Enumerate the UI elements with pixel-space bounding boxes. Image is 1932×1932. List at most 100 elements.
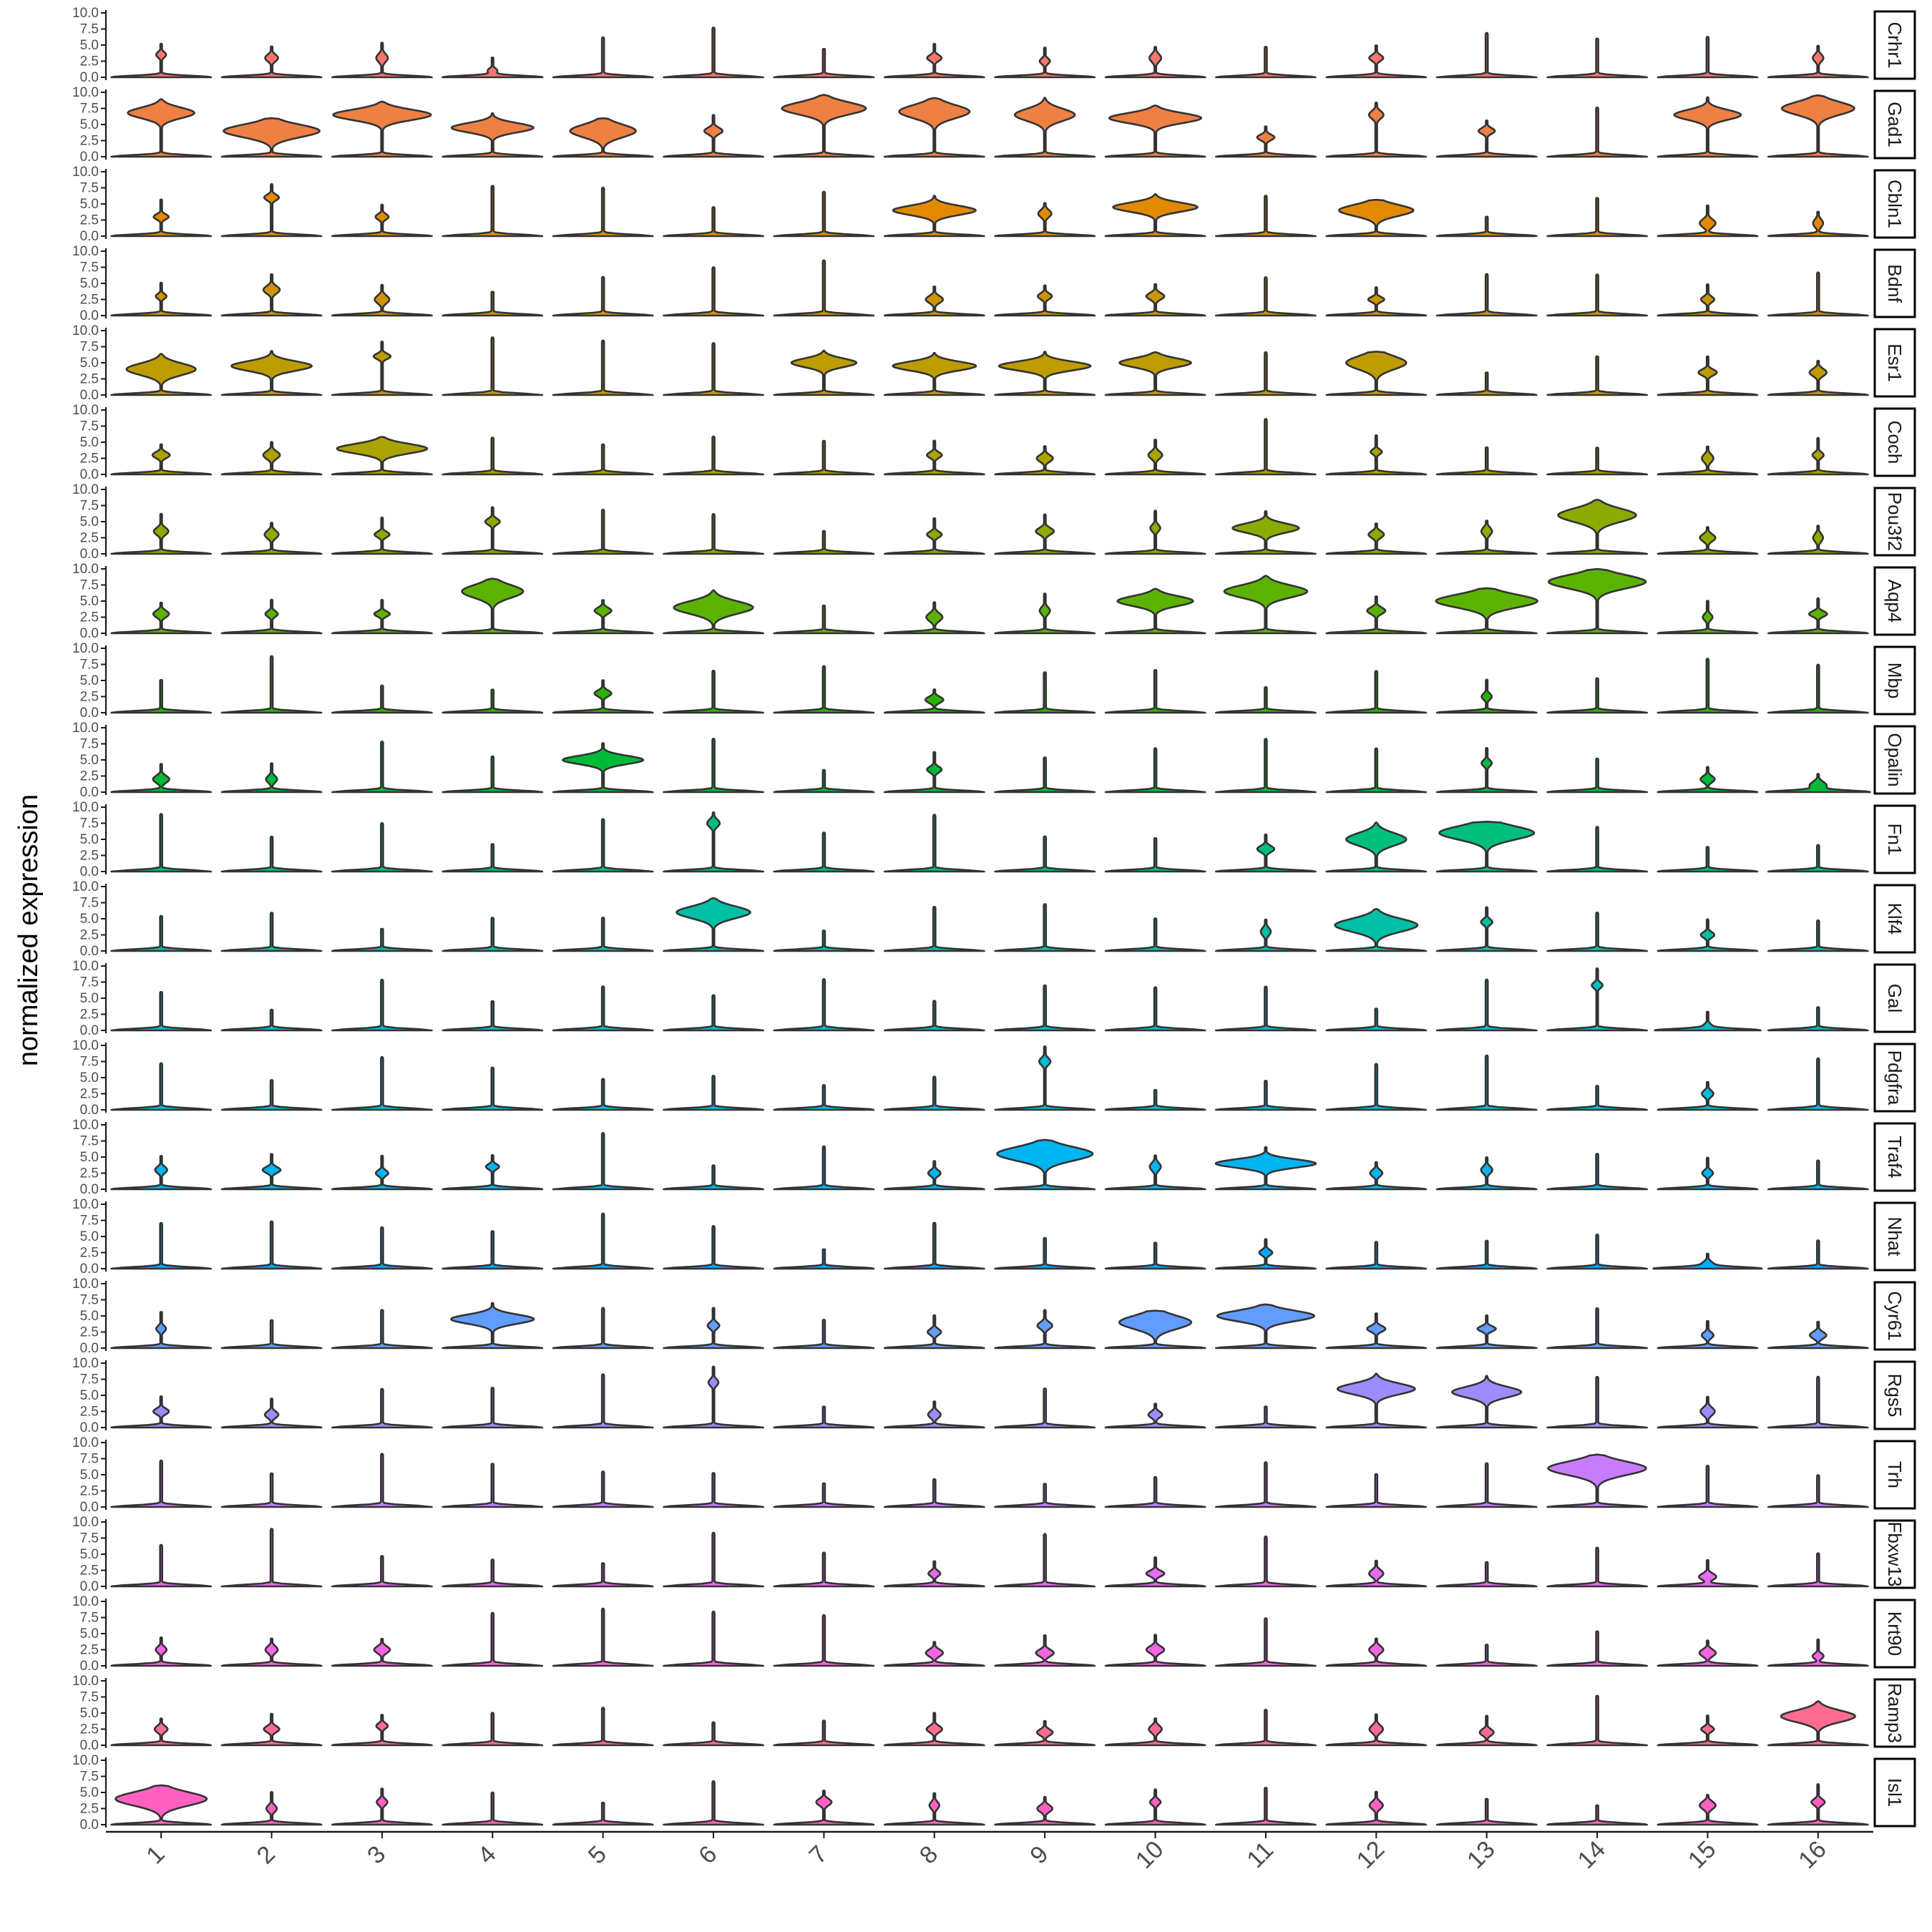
y-tick-label: 10.0 [72,244,99,259]
violin-shape [883,1160,985,1191]
violin-fbxw13-10 [1104,1556,1206,1588]
violin-shape [1215,46,1317,79]
violin-fn1-1 [110,813,213,873]
violin-cyr61-9 [994,1309,1096,1350]
violin-bdnf-3 [331,283,433,317]
violin-isl1-6 [663,1780,764,1826]
y-tick-label: 0.0 [80,944,99,959]
violin-shape [1435,978,1538,1032]
y-tick-label: 5.0 [80,594,99,609]
y-tick-label: 10.0 [72,1197,99,1212]
violin-gad1-15 [1657,96,1759,158]
violin-ramp3-1 [110,1717,213,1747]
violin-traf4-4 [441,1153,544,1191]
violin-coch-16 [1767,436,1869,476]
violin-gad1-16 [1767,94,1869,158]
violin-bdnf-7 [773,259,875,317]
panel-cbln1: 0.02.55.07.510.0 Cbln1 [72,165,1916,244]
violin-shape [1104,46,1206,79]
violin-shape [552,1078,654,1111]
violin-fbxw13-14 [1546,1546,1648,1588]
violin-crhr1-3 [331,42,433,79]
violin-shape [883,1075,985,1111]
violin-shape [441,185,544,238]
violin-aqp4-10 [1104,587,1206,635]
y-tick-label: 5.0 [80,435,99,450]
violin-rgs5-8 [883,1400,985,1429]
violin-klf4-2 [220,912,323,952]
violin-shape [1435,1156,1538,1191]
y-tick-label: 10.0 [72,1118,99,1133]
violin-aqp4-5 [552,599,654,635]
violin-trh-2 [220,1472,323,1508]
facet-panels: 0.02.55.07.510.0Crhr10.02.55.07.510.0Gad… [72,6,1916,1833]
violin-krt90-15 [1657,1639,1759,1667]
panel-gal: 0.02.5 5.07.510.0 Gal [72,959,1916,1038]
violin-krt90-5 [552,1607,654,1667]
violin-isl1-12 [1325,1790,1428,1826]
violin-mbp-5 [552,679,654,714]
y-tick-label: 7.5 [80,181,99,196]
violin-shape [773,1551,875,1588]
violin-aqp4-8 [883,601,985,635]
violin-fn1-14 [1546,826,1648,873]
violin-isl1-1 [110,1784,213,1826]
violin-krt90-12 [1325,1637,1428,1667]
violin-shape [220,1008,323,1032]
violin-cyr61-6 [663,1307,764,1350]
violin-shape [994,284,1096,317]
violin-shape [883,1478,985,1508]
violin-shape [220,273,323,317]
violin-opalin-9 [994,756,1096,794]
y-tick-label: 7.5 [80,260,99,275]
violin-esr1-8 [883,352,985,396]
violin-gad1-1 [110,98,213,158]
violin-isl1-8 [883,1792,985,1826]
y-tick-label: 5.0 [80,1547,99,1562]
panel-esr1: 0.02.55.07.5 10.0 Esr1 [72,323,1916,403]
violin-nhat-8 [883,1221,985,1270]
violin-shape [1657,283,1759,317]
violin-pdgfra-9 [994,1045,1096,1111]
violin-trh-3 [331,1453,433,1508]
violin-shape [441,1387,544,1429]
violin-shape [994,445,1096,476]
violin-krt90-4 [441,1611,544,1667]
y-tick-label: 5.0 [80,912,99,927]
violin-crhr1-15 [1657,36,1759,79]
violin-gad1-14 [1546,107,1648,158]
violin-bdnf-14 [1546,273,1648,317]
violin-esr1-14 [1546,355,1648,396]
violin-aqp4-7 [773,604,875,635]
violin-mbp-14 [1546,677,1648,714]
violin-cyr61-4 [441,1302,544,1350]
y-tick-label: 0.0 [80,1262,99,1277]
violin-shape [994,1634,1096,1667]
violin-shape [1435,215,1538,238]
violin-shape [220,762,323,794]
violin-esr1-11 [1215,351,1317,396]
violin-shape [994,513,1096,555]
violin-bdnf-6 [663,266,764,317]
violin-trh-12 [1325,1473,1428,1508]
violin-shape [110,1155,213,1191]
violin-isl1-4 [441,1791,544,1826]
violin-shape [110,1062,213,1111]
y-tick-label: 7.5 [80,1770,99,1785]
violin-shape [1215,738,1317,794]
violin-fn1-4 [441,843,544,873]
violin-traf4-5 [552,1132,654,1191]
violin-shape [994,351,1096,396]
facet-strip [1873,1360,1916,1430]
violin-shape [110,1395,213,1429]
violin-pdgfra-16 [1767,1057,1869,1111]
y-tick-label: 2.5 [80,213,99,228]
violin-pou3f2-10 [1104,509,1206,555]
violin-mbp-4 [441,688,544,714]
y-tick-label: 7.5 [80,578,99,593]
violin-shape [1657,445,1759,476]
facet-strip-label: Ramp3 [1884,1683,1906,1743]
violin-trh-11 [1215,1461,1317,1508]
violin-traf4-3 [331,1154,433,1191]
violin-rgs5-14 [1546,1375,1648,1429]
